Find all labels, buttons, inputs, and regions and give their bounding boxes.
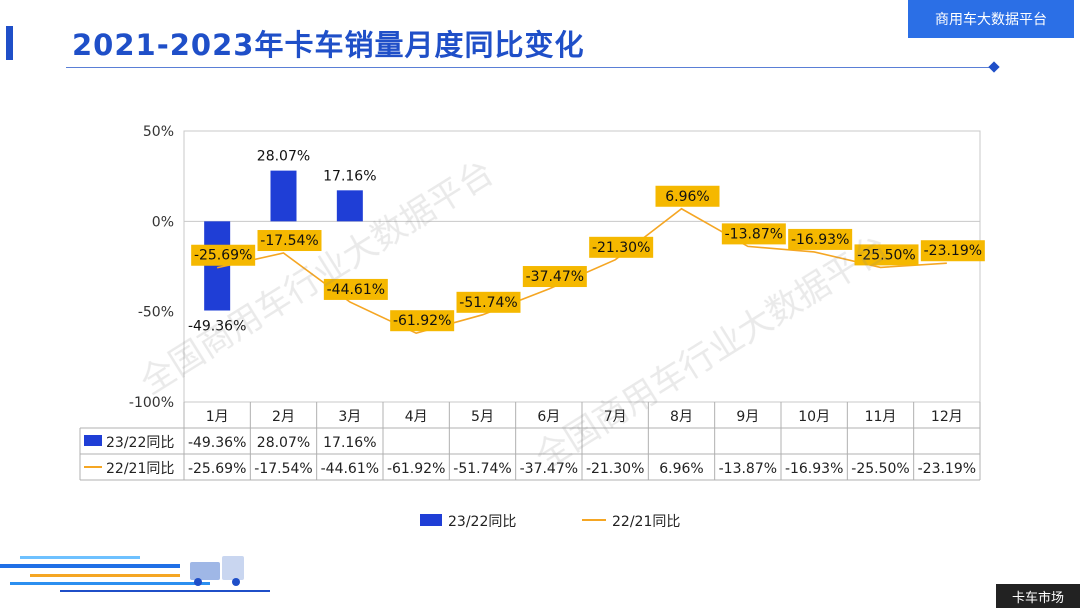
line-label-box <box>522 266 587 288</box>
table-row-header: 22/21同比 <box>106 461 174 477</box>
line-label-box <box>456 291 521 313</box>
watermark: 全国商用车行业大数据平台 <box>529 228 896 478</box>
line-data-label: -37.47% <box>526 269 584 285</box>
table-cell: -44.61% <box>321 461 379 477</box>
line-data-label: -17.54% <box>260 233 318 249</box>
line-label-box <box>390 310 455 332</box>
line-data-label: 6.96% <box>665 189 709 205</box>
y-tick-label: -50% <box>138 305 174 321</box>
title-divider <box>66 67 996 68</box>
table-cell: 28.07% <box>257 435 310 451</box>
watermark: 全国商用车行业大数据平台 <box>134 153 501 403</box>
bar-data-label: -49.36% <box>188 319 246 335</box>
line-data-label: -61.92% <box>393 313 451 329</box>
y-tick-label: 50% <box>143 124 174 140</box>
line-label-box <box>854 244 919 266</box>
bar <box>270 170 297 222</box>
line-label-box <box>788 228 853 250</box>
line-data-label: -51.74% <box>459 295 517 311</box>
legend-label: 23/22同比 <box>448 514 516 530</box>
line-label-box <box>257 230 322 252</box>
x-tick-label: 12月 <box>931 409 963 425</box>
page-title: 2021-2023年卡车销量月度同比变化 <box>72 28 585 62</box>
table-cell: -16.93% <box>785 461 843 477</box>
table-cell: -21.30% <box>586 461 644 477</box>
x-tick-label: 11月 <box>865 409 897 425</box>
line-data-label: -23.19% <box>924 243 982 259</box>
table-cell: -49.36% <box>188 435 246 451</box>
x-tick-label: 4月 <box>405 409 428 425</box>
x-tick-label: 9月 <box>736 409 759 425</box>
line-data-label: -13.87% <box>725 226 783 242</box>
line-label-box <box>655 185 720 207</box>
x-tick-label: 2月 <box>272 409 295 425</box>
table-cell: -13.87% <box>719 461 777 477</box>
table-cell: -23.19% <box>918 461 976 477</box>
y-tick-label: 0% <box>152 214 174 230</box>
truck-decoration <box>0 556 270 592</box>
table-cell: -17.54% <box>254 461 312 477</box>
title-accent-bar <box>6 26 13 60</box>
x-tick-label: 6月 <box>537 409 560 425</box>
legend-bar-swatch <box>420 514 442 526</box>
line-data-label: -25.69% <box>194 248 252 264</box>
table-cell: -37.47% <box>520 461 578 477</box>
line-label-box <box>323 278 388 300</box>
x-tick-label: 7月 <box>604 409 627 425</box>
x-tick-label: 5月 <box>471 409 494 425</box>
table-row-header: 23/22同比 <box>106 435 174 451</box>
x-tick-label: 10月 <box>798 409 830 425</box>
line-label-box <box>920 240 985 262</box>
line-data-label: -44.61% <box>327 282 385 298</box>
bar-data-label: 17.16% <box>323 168 376 184</box>
line-label-box <box>191 244 256 266</box>
line-data-label: -16.93% <box>791 232 849 248</box>
table-cell: -25.69% <box>188 461 246 477</box>
line-label-box <box>721 223 786 245</box>
x-tick-label: 1月 <box>206 409 229 425</box>
x-tick-label: 3月 <box>338 409 361 425</box>
table-cell: -51.74% <box>453 461 511 477</box>
table-cell: 17.16% <box>323 435 376 451</box>
line-data-label: -21.30% <box>592 240 650 256</box>
footer-badge: 卡车市场 <box>996 584 1080 608</box>
table-legend-bar-swatch <box>84 435 102 446</box>
y-tick-label: -100% <box>129 395 174 411</box>
legend-label: 22/21同比 <box>612 514 680 530</box>
bar <box>336 190 363 222</box>
brand-badge: 商用车大数据平台 <box>908 0 1074 38</box>
bar-data-label: 28.07% <box>257 149 310 165</box>
table-cell: -25.50% <box>851 461 909 477</box>
table-cell: 6.96% <box>659 461 703 477</box>
line-label-box <box>589 236 654 258</box>
x-tick-label: 8月 <box>670 409 693 425</box>
line-data-label: -25.50% <box>857 247 915 263</box>
table-cell: -61.92% <box>387 461 445 477</box>
